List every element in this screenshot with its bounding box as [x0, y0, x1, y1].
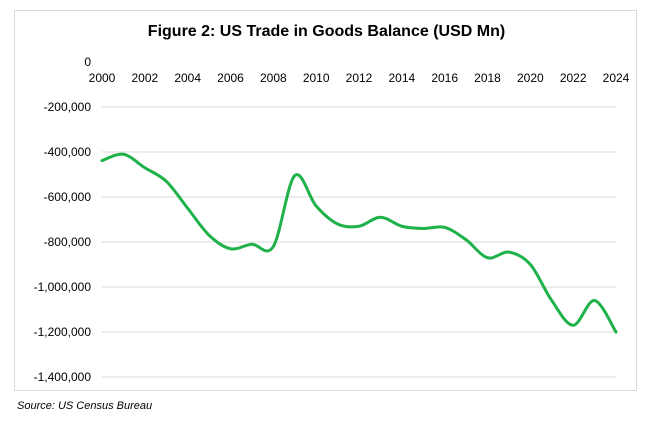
data-point [165, 180, 167, 182]
y-tick-label: 0 [84, 55, 91, 69]
y-tick-label: -1,400,000 [34, 370, 92, 384]
series-layer [100, 152, 618, 334]
y-tick-label: -1,200,000 [34, 325, 92, 339]
y-tick-label: -1,000,000 [34, 280, 92, 294]
y-tick-label: -800,000 [44, 235, 92, 249]
data-point [465, 239, 467, 241]
data-point [122, 153, 124, 155]
x-tick-label: 2014 [388, 71, 415, 85]
chart-title: Figure 2: US Trade in Goods Balance (USD… [147, 23, 506, 40]
data-point [315, 205, 317, 207]
data-point [186, 207, 188, 209]
series-line [100, 152, 618, 334]
gridlines [102, 106, 616, 378]
x-axis-tick-labels: 2000 2002 2004 2006 2008 2010 2012 2014 2016 2018… [89, 71, 630, 85]
x-tick-label: 2004 [174, 71, 201, 85]
x-tick-label: 2000 [89, 71, 116, 85]
data-point [251, 243, 253, 245]
data-point [358, 225, 360, 227]
x-tick-label: 2018 [474, 71, 501, 85]
x-tick-label: 2010 [303, 71, 330, 85]
y-axis-tick-labels: 0 -200,000 -400,000 -600,000 -800,000 -1,000,… [34, 55, 92, 384]
x-tick-label: 2024 [603, 71, 630, 85]
data-point [272, 245, 274, 247]
y-tick-label: -600,000 [44, 190, 92, 204]
data-point [208, 234, 210, 236]
x-tick-label: 2020 [517, 71, 544, 85]
data-point [229, 248, 231, 250]
data-point [529, 263, 531, 265]
y-tick-label: -400,000 [44, 145, 92, 159]
data-point [144, 167, 146, 169]
x-tick-label: 2022 [560, 71, 587, 85]
source-note: Source: US Census Bureau [17, 400, 153, 412]
data-point [572, 324, 574, 326]
x-tick-label: 2002 [131, 71, 158, 85]
x-tick-label: 2016 [431, 71, 458, 85]
data-point [379, 216, 381, 218]
data-point [422, 227, 424, 229]
data-point [593, 299, 595, 301]
x-tick-label: 2006 [217, 71, 244, 85]
data-point [615, 331, 617, 333]
data-point [508, 251, 510, 253]
data-point [551, 299, 553, 301]
data-point [336, 223, 338, 225]
chart-frame: Figure 2: US Trade in Goods Balance (USD… [14, 10, 637, 391]
x-tick-label: 2012 [346, 71, 373, 85]
data-point [294, 174, 296, 176]
line-chart: 0 -200,000 -400,000 -600,000 -800,000 -1,000,… [34, 55, 630, 384]
data-point [401, 225, 403, 227]
data-point [101, 159, 103, 161]
data-point [486, 257, 488, 259]
x-tick-label: 2008 [260, 71, 287, 85]
y-tick-label: -200,000 [44, 100, 92, 114]
data-point [443, 226, 445, 228]
